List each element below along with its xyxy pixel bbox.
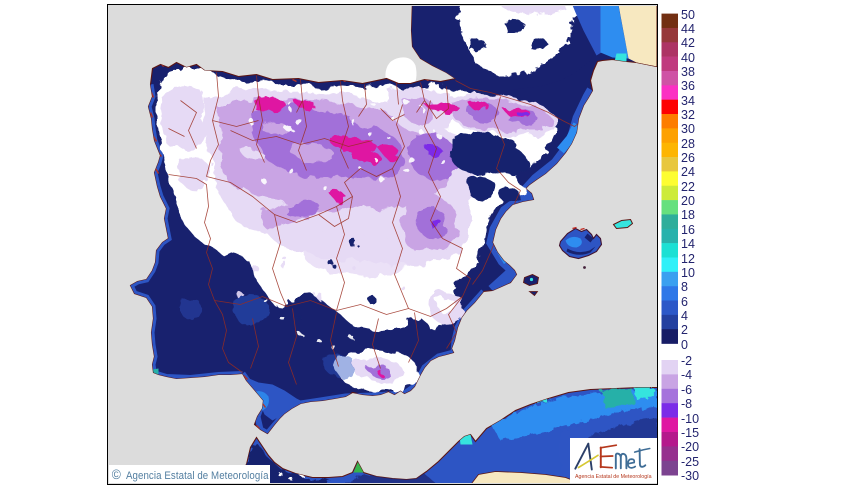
svg-text:Agencia Estatal de Meteorologí: Agencia Estatal de Meteorología: [575, 474, 652, 480]
